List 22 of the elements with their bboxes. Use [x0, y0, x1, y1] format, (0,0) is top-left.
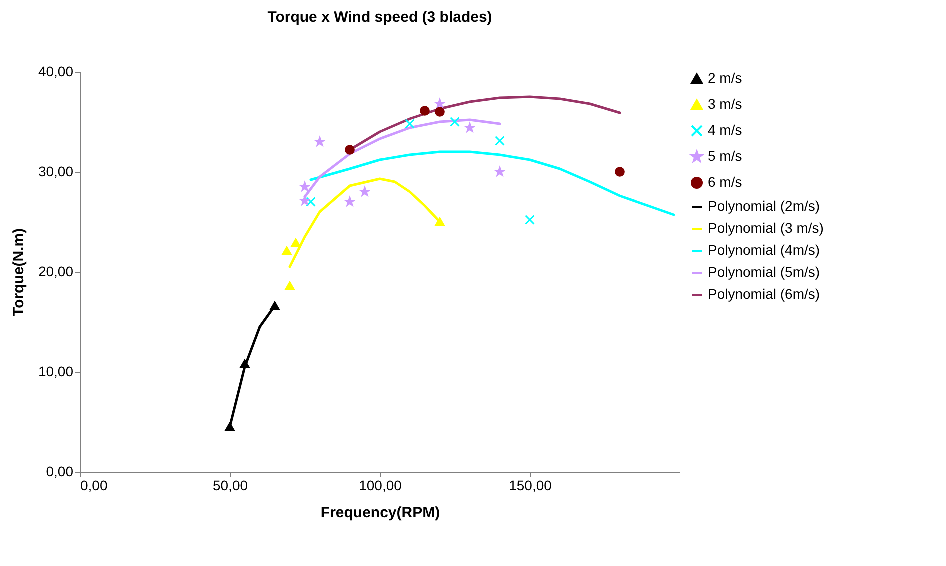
x-axis-title: Frequency(RPM) — [320, 504, 440, 522]
x-tick-label: 0,00 — [80, 478, 108, 494]
legend-label: Polynomial (5m/s) — [708, 264, 820, 280]
y-axis-title: Torque(N.m) — [10, 228, 28, 317]
legend-label: 3 m/s — [708, 96, 742, 112]
y-tick-label: 0,00 — [46, 464, 74, 480]
y-tick-label: 20,00 — [38, 264, 74, 280]
chart-title: Torque x Wind speed (3 blades) — [268, 9, 492, 26]
x-tick-label: 50,00 — [212, 478, 248, 494]
legend-label: 5 m/s — [708, 148, 742, 164]
legend-label: 4 m/s — [708, 122, 742, 138]
legend-label: 6 m/s — [708, 174, 742, 190]
legend-label: Polynomial (4m/s) — [708, 242, 820, 258]
x-tick-label: 100,00 — [359, 478, 402, 494]
legend-label: 2 m/s — [708, 70, 742, 86]
legend-label: Polynomial (3 m/s) — [708, 220, 824, 236]
legend-label: Polynomial (6m/s) — [708, 286, 820, 302]
y-tick-label: 10,00 — [38, 364, 74, 380]
x-tick-label: 150,00 — [509, 478, 552, 494]
legend-label: Polynomial (2m/s) — [708, 198, 820, 214]
y-tick-label: 30,00 — [38, 164, 74, 180]
y-tick-label: 40,00 — [38, 64, 74, 80]
